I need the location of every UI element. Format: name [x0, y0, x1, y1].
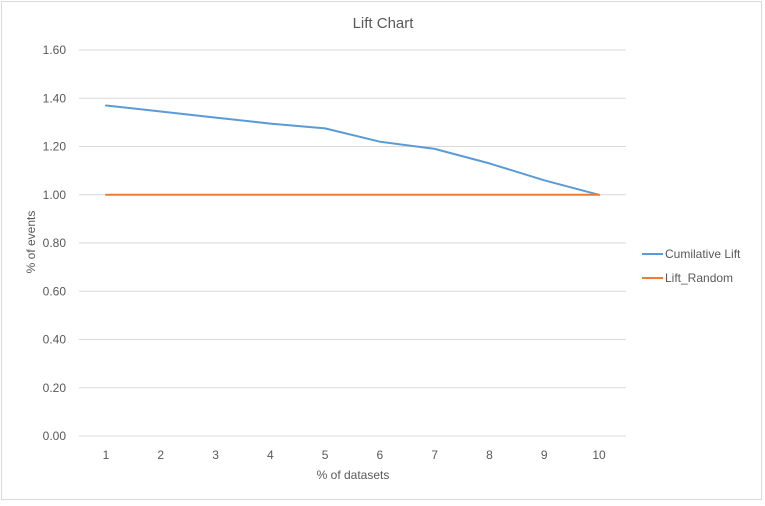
chart-title: Lift Chart — [353, 15, 415, 32]
gridlines — [79, 49, 626, 437]
x-axis-label: % of datasets — [317, 468, 390, 482]
x-tick-label: 10 — [592, 448, 606, 462]
x-tick-label: 3 — [212, 448, 219, 462]
x-axis-ticks: 1 2 3 4 5 6 7 8 9 10 — [103, 448, 606, 462]
y-tick-label: 1.60 — [43, 43, 67, 57]
y-tick-label: 0.20 — [43, 381, 67, 395]
series-line-0 — [105, 104, 600, 196]
y-tick-label: 1.20 — [43, 140, 67, 154]
series-lines — [105, 104, 600, 196]
y-tick-label: 1.40 — [43, 91, 67, 105]
y-axis-label: % of events — [24, 211, 38, 274]
legend-label-1: Lift_Random — [665, 271, 733, 285]
x-tick-label: 4 — [267, 448, 274, 462]
x-tick-label: 2 — [157, 448, 164, 462]
x-tick-label: 5 — [322, 448, 329, 462]
x-tick-label: 7 — [431, 448, 438, 462]
y-axis-ticks: 0.00 0.20 0.40 0.60 0.80 1.00 1.20 1.40 1.60 — [43, 43, 67, 443]
y-tick-label: 0.80 — [43, 236, 67, 250]
legend: Cumilative Lift Lift_Random — [642, 247, 741, 285]
x-tick-label: 9 — [541, 448, 548, 462]
x-tick-label: 8 — [486, 448, 493, 462]
y-tick-label: 0.60 — [43, 284, 67, 298]
y-tick-label: 0.00 — [43, 429, 67, 443]
y-tick-label: 0.40 — [43, 333, 67, 347]
legend-label-0: Cumilative Lift — [665, 247, 741, 261]
x-tick-label: 1 — [103, 448, 110, 462]
y-tick-label: 1.00 — [43, 188, 67, 202]
x-tick-label: 6 — [377, 448, 384, 462]
